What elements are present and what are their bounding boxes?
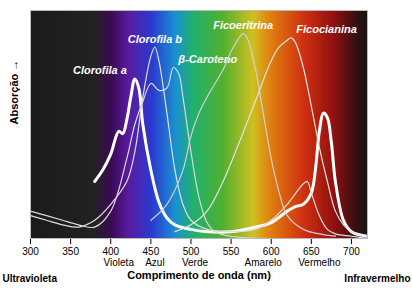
svg-text:450: 450 (143, 246, 160, 257)
svg-text:Ficoeritrina: Ficoeritrina (213, 19, 273, 31)
svg-text:Comprimento de onda (nm): Comprimento de onda (nm) (127, 269, 271, 281)
svg-text:300: 300 (22, 246, 39, 257)
svg-text:Ficocianina: Ficocianina (296, 23, 357, 35)
svg-text:400: 400 (102, 246, 119, 257)
svg-text:Verde: Verde (182, 257, 209, 268)
svg-text:β-Caroteno: β-Caroteno (178, 53, 238, 65)
svg-text:650: 650 (303, 246, 320, 257)
svg-text:550: 550 (223, 246, 240, 257)
svg-text:Absorção →: Absorção → (8, 60, 20, 125)
svg-text:Clorofila b: Clorofila b (128, 33, 183, 45)
svg-text:600: 600 (263, 246, 280, 257)
svg-text:Infravermelho: Infravermelho (344, 273, 410, 284)
svg-text:Amarelo: Amarelo (245, 257, 283, 268)
svg-text:Azul: Azul (145, 257, 164, 268)
svg-text:700: 700 (343, 246, 360, 257)
svg-text:350: 350 (62, 246, 79, 257)
svg-text:500: 500 (183, 246, 200, 257)
svg-text:Ultravioleta: Ultravioleta (3, 273, 58, 284)
svg-text:Clorofila a: Clorofila a (73, 64, 127, 76)
svg-text:Vermelho: Vermelho (298, 257, 341, 268)
svg-text:Violeta: Violeta (104, 257, 135, 268)
